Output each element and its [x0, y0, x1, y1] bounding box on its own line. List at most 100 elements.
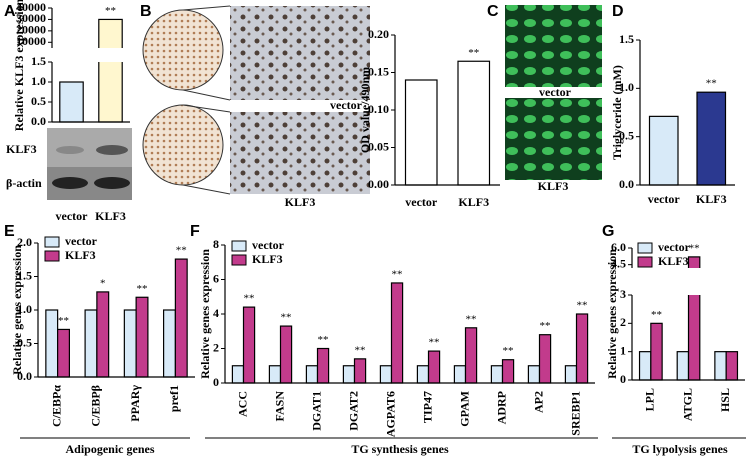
- significance: **: [466, 313, 477, 325]
- x-axis-label: Adipogenic genes: [65, 442, 154, 456]
- y-tick-label: 0.5: [17, 335, 32, 349]
- x-tick-label: pref1: [167, 385, 181, 412]
- bar: [305, 365, 319, 384]
- y-tick-label: 4.5: [611, 256, 626, 270]
- legend-label: KLF3: [252, 252, 283, 266]
- bar: [96, 291, 110, 378]
- y-axis-label: Relative genes expression: [198, 249, 212, 379]
- bar: [650, 322, 663, 381]
- y-tick-label: 0: [213, 375, 219, 389]
- panel-label: G: [602, 223, 614, 240]
- x-tick-label: GPAM: [457, 391, 471, 427]
- bar: [231, 365, 245, 384]
- x-tick-label: DGAT2: [346, 391, 360, 431]
- x-tick-label: SREBP1: [568, 391, 582, 436]
- y-axis-label: Relative genes expression: [10, 245, 24, 375]
- significance: **: [706, 78, 717, 90]
- bar: [714, 351, 727, 381]
- y-tick-label: 0.20: [368, 27, 389, 41]
- y-tick-label: 0.0: [619, 177, 634, 191]
- bar: [464, 327, 478, 384]
- y-tick-label: 20000: [16, 23, 46, 37]
- bar: [59, 81, 84, 123]
- band: [96, 145, 128, 155]
- bar: [242, 306, 256, 384]
- bar: [453, 365, 467, 384]
- zoom-line: [182, 5, 231, 11]
- micrographs: vector KLF3 vector KLF3: [142, 5, 602, 209]
- blot-label: KLF3: [6, 142, 37, 156]
- x-tick-label: KLF3: [95, 209, 126, 223]
- y-tick-label: 1.5: [31, 54, 46, 68]
- image-label: vector: [539, 85, 572, 99]
- x-tick-label: vector: [405, 195, 438, 209]
- bar: [123, 309, 137, 378]
- panel-label: D: [612, 3, 624, 20]
- y-tick-label: 2: [213, 340, 219, 354]
- significance: **: [651, 309, 662, 321]
- significance: **: [105, 5, 116, 17]
- dish-image: [142, 9, 224, 91]
- bar: [379, 365, 393, 384]
- x-tick-label: FASN: [272, 391, 286, 422]
- significance: **: [281, 312, 292, 324]
- legend-label: vector: [252, 238, 285, 252]
- panel-label: B: [140, 3, 152, 20]
- bar: [490, 365, 504, 384]
- significance: **: [540, 320, 551, 332]
- y-tick-label: 3: [620, 287, 626, 301]
- bar: [268, 365, 282, 384]
- x-tick-label: C/EBPβ: [89, 385, 103, 427]
- bar: [638, 351, 652, 381]
- legend-swatch: [44, 250, 60, 262]
- blot-label: β-actin: [6, 176, 42, 190]
- y-tick-label: 0.05: [368, 139, 389, 153]
- band: [94, 177, 130, 189]
- y-tick-label: 6.0: [611, 240, 626, 254]
- y-axis-label: OD value/490nm: [358, 67, 372, 153]
- x-tick-label: LPL: [643, 388, 657, 411]
- bar: [279, 325, 293, 384]
- zoom-line: [182, 104, 231, 113]
- x-tick-label: HSL: [718, 388, 732, 412]
- bar: [135, 296, 149, 378]
- significance: **: [318, 334, 329, 346]
- image-label: KLF3: [538, 179, 569, 193]
- bar: [427, 350, 441, 384]
- significance: **: [392, 268, 403, 280]
- significance: **: [429, 337, 440, 349]
- bar: [527, 365, 541, 384]
- panel-label: C: [487, 3, 499, 20]
- significance: **: [244, 293, 255, 305]
- y-tick-label: 2: [620, 315, 626, 329]
- bar: [84, 309, 98, 378]
- bar: [538, 334, 552, 384]
- panel-labels: A B C D E F G: [4, 3, 624, 240]
- image-label: KLF3: [285, 195, 316, 209]
- fluor-image: [505, 5, 602, 87]
- zoom-line: [182, 184, 231, 195]
- y-tick-label: 6: [213, 271, 219, 285]
- panel-label: A: [4, 3, 16, 20]
- y-tick-label: 0.00: [368, 177, 389, 191]
- y-tick-label: 8: [213, 237, 219, 251]
- significance: **: [468, 47, 479, 59]
- significance: **: [689, 242, 700, 254]
- legend-swatch: [637, 242, 653, 254]
- y-tick-label: 1.0: [31, 74, 46, 88]
- x-tick-label: ATGL: [680, 388, 694, 421]
- y-tick-label: 10000: [16, 34, 46, 48]
- x-tick-label: AP2: [531, 391, 545, 413]
- axis-break: [48, 48, 132, 62]
- panel-label: F: [190, 223, 200, 240]
- bar: [648, 115, 679, 186]
- legend-swatch: [231, 254, 247, 266]
- x-tick-label: vector: [56, 209, 89, 223]
- micro-image: [230, 112, 370, 194]
- x-tick-label: KLF3: [458, 195, 489, 209]
- bar: [98, 18, 123, 123]
- x-axis-label: TG lypolysis genes: [632, 442, 728, 456]
- x-axis-label: TG synthesis genes: [351, 442, 449, 456]
- significance: **: [137, 283, 148, 295]
